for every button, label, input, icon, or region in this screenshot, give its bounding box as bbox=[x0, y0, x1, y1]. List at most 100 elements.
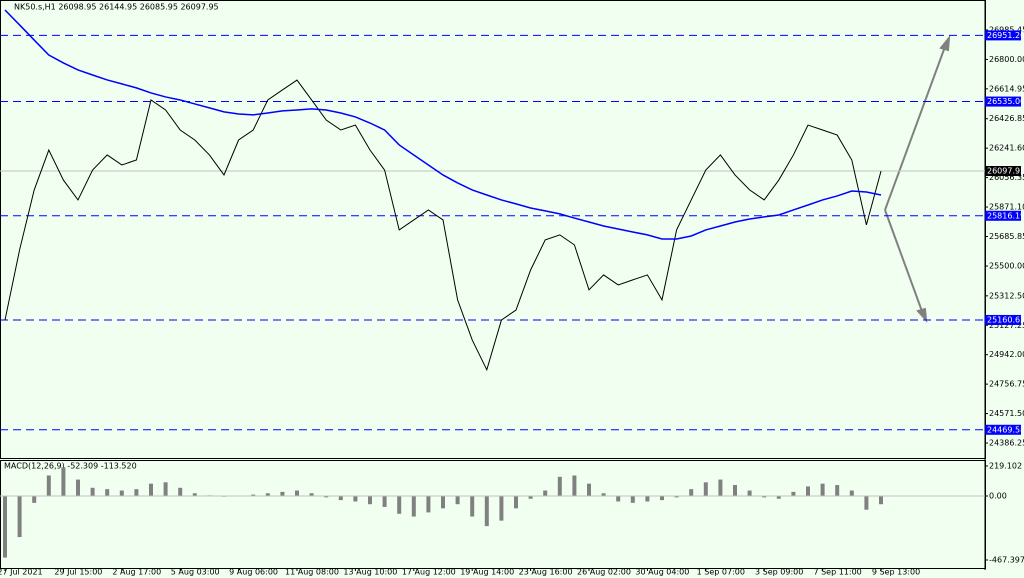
macd-bar bbox=[46, 475, 51, 496]
macd-bar bbox=[557, 476, 562, 496]
macd-bar bbox=[455, 496, 460, 505]
y-tick-label: 25685.85 bbox=[989, 232, 1024, 241]
macd-bar bbox=[879, 496, 883, 505]
macd-bar bbox=[368, 496, 372, 505]
macd-bar bbox=[630, 496, 635, 503]
macd-bar bbox=[528, 496, 533, 499]
chart-title: NK50.s,H1 26098.95 26144.95 26085.95 260… bbox=[14, 3, 219, 12]
macd-bar bbox=[835, 485, 840, 496]
macd-bar bbox=[499, 496, 504, 521]
macd-bar bbox=[338, 496, 343, 501]
macd-bar bbox=[660, 496, 664, 501]
macd-bar bbox=[17, 496, 22, 538]
macd-bar bbox=[3, 496, 7, 558]
x-tick-label: 7 Sep 11:00 bbox=[813, 568, 861, 577]
y-tick-label: 25127.25 bbox=[989, 321, 1024, 330]
macd-bar bbox=[61, 467, 66, 496]
macd-bar bbox=[616, 496, 621, 502]
arrow-head bbox=[916, 307, 928, 323]
macd-bar bbox=[733, 485, 737, 496]
x-tick-label: 1 Sep 07:00 bbox=[697, 568, 745, 577]
x-tick-label: 27 Jul 2021 bbox=[0, 568, 43, 577]
level-label-box bbox=[985, 96, 1021, 107]
current-price-label: 26097.95 bbox=[987, 167, 1024, 176]
level-label: 24469.58 bbox=[987, 425, 1024, 434]
y-tick-label: 26056.35 bbox=[989, 173, 1024, 182]
arrow-up bbox=[884, 43, 947, 211]
y-tick-label: 24386.25 bbox=[989, 439, 1024, 448]
x-tick-label: 5 Aug 03:00 bbox=[171, 568, 220, 577]
y-tick-label: 26241.60 bbox=[989, 144, 1024, 153]
y-tick-label: 26614.95 bbox=[989, 84, 1024, 93]
level-label-box bbox=[985, 210, 1021, 221]
x-tick-label: 2 Aug 17:00 bbox=[112, 568, 161, 577]
macd-bar bbox=[849, 490, 854, 496]
macd-bar bbox=[105, 489, 110, 496]
macd-bar bbox=[426, 496, 431, 513]
level-label: 26535.00 bbox=[987, 97, 1024, 106]
x-tick-label: 3 Sep 09:00 bbox=[755, 568, 803, 577]
series-line bbox=[4, 79, 882, 372]
x-tick-label: 26 Aug 02:00 bbox=[577, 568, 631, 577]
y-tick-label: 26426.85 bbox=[989, 114, 1024, 123]
macd-bar bbox=[265, 493, 270, 496]
macd-bar bbox=[543, 490, 548, 496]
y-tick-label: 219.102 bbox=[989, 462, 1022, 471]
level-label-box bbox=[985, 30, 1021, 41]
macd-bar bbox=[674, 496, 679, 498]
macd-bar bbox=[382, 496, 387, 507]
macd-bar bbox=[806, 486, 810, 496]
macd-bar bbox=[703, 482, 708, 496]
macd-bar bbox=[572, 475, 577, 496]
arrow-head bbox=[939, 34, 951, 52]
macd-bar bbox=[441, 496, 445, 509]
level-label: 26951.26 bbox=[987, 31, 1024, 40]
y-tick-label: 25500.00 bbox=[989, 262, 1024, 271]
macd-bar bbox=[645, 496, 650, 502]
macd-bar bbox=[295, 490, 299, 496]
y-tick-label: 26985.45 bbox=[989, 25, 1024, 34]
macd-bar bbox=[397, 496, 402, 514]
macd-bar bbox=[484, 496, 489, 527]
macd-bar bbox=[689, 489, 694, 496]
macd-bar bbox=[32, 496, 37, 503]
y-tick-label: -467.397 bbox=[989, 555, 1024, 564]
macd-bar bbox=[470, 496, 475, 517]
macd-bar bbox=[251, 494, 256, 496]
macd-bar bbox=[601, 493, 606, 496]
macd-bar bbox=[178, 487, 183, 496]
series-line bbox=[4, 9, 882, 240]
macd-bar bbox=[587, 483, 591, 496]
macd-panel bbox=[0, 460, 986, 569]
arrow-down bbox=[884, 209, 924, 315]
forecast-arrows bbox=[884, 34, 951, 323]
y-tick-label: 25312.50 bbox=[989, 291, 1024, 300]
macd-bar bbox=[76, 479, 80, 496]
macd-bar bbox=[762, 496, 767, 498]
macd-bar bbox=[776, 496, 781, 499]
macd-bar bbox=[149, 483, 153, 496]
macd-bar bbox=[309, 493, 314, 496]
level-label-box bbox=[985, 424, 1021, 435]
x-tick-label: 30 Aug 04:00 bbox=[635, 568, 689, 577]
level-label-box bbox=[985, 314, 1021, 325]
macd-bar bbox=[192, 493, 197, 496]
macd-bar bbox=[514, 496, 518, 509]
level-label: 25160.63 bbox=[987, 315, 1024, 324]
macd-bar bbox=[747, 490, 752, 496]
y-tick-label: 0.00 bbox=[989, 492, 1007, 501]
y-tick-label: 24756.75 bbox=[989, 380, 1024, 389]
x-tick-label: 13 Aug 10:00 bbox=[343, 568, 397, 577]
x-tick-label: 11 Aug 08:00 bbox=[285, 568, 339, 577]
macd-bar bbox=[820, 483, 825, 496]
macd-bar bbox=[324, 496, 329, 498]
macd-bar bbox=[119, 490, 124, 496]
macd-bar bbox=[411, 496, 416, 517]
current-price-box bbox=[985, 166, 1021, 177]
y-tick-label: 25871.10 bbox=[989, 203, 1024, 212]
y-tick-label: 24571.50 bbox=[989, 409, 1024, 418]
macd-bar bbox=[864, 496, 869, 510]
macd-title: MACD(12,26,9) -52.309 -113.520 bbox=[4, 462, 137, 471]
